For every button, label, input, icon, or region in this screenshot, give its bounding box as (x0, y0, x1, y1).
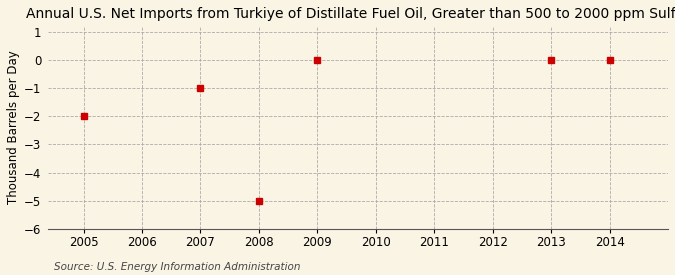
Title: Annual U.S. Net Imports from Turkiye of Distillate Fuel Oil, Greater than 500 to: Annual U.S. Net Imports from Turkiye of … (26, 7, 675, 21)
Y-axis label: Thousand Barrels per Day: Thousand Barrels per Day (7, 51, 20, 204)
Text: Source: U.S. Energy Information Administration: Source: U.S. Energy Information Administ… (54, 262, 300, 272)
